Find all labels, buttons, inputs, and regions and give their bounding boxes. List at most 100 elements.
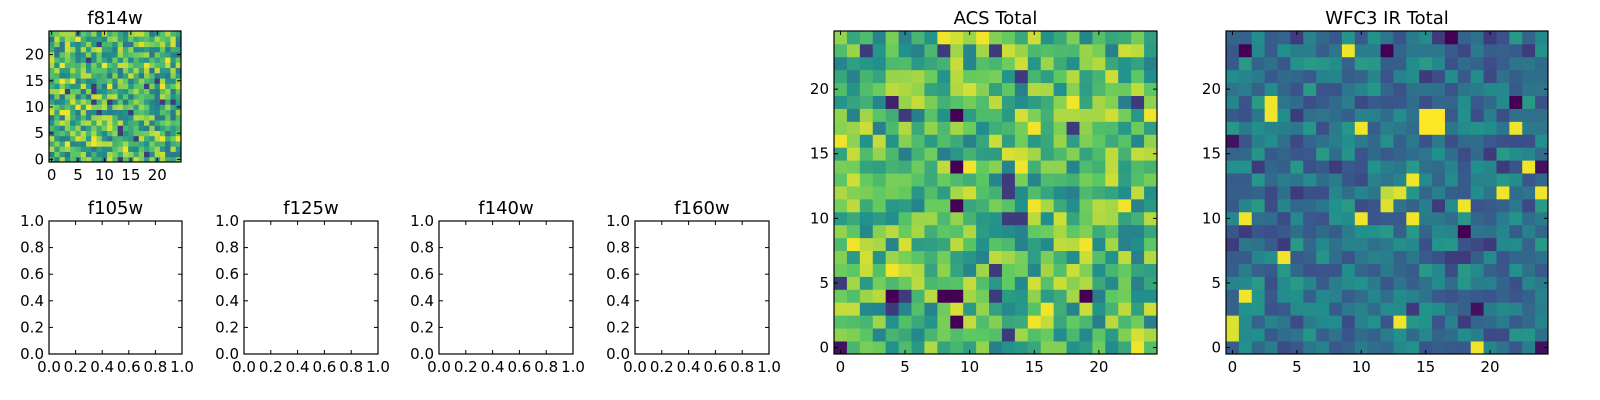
heatmap-cell bbox=[1419, 224, 1433, 239]
y-tick-label: 0 bbox=[819, 339, 829, 357]
heatmap-cell bbox=[1380, 173, 1394, 187]
heatmap-cell bbox=[54, 114, 60, 121]
f814w-axes-frame bbox=[48, 30, 182, 163]
heatmap-cell bbox=[1457, 250, 1472, 264]
heatmap-cell bbox=[1380, 69, 1394, 84]
heatmap-cell bbox=[1406, 95, 1420, 109]
heatmap-cell bbox=[91, 31, 97, 37]
heatmap-cell bbox=[1432, 224, 1446, 239]
heatmap-cell bbox=[898, 328, 912, 342]
heatmap-cell bbox=[165, 99, 171, 105]
heatmap-cell bbox=[101, 109, 108, 116]
heatmap-cell bbox=[1457, 95, 1472, 109]
heatmap-cell bbox=[91, 36, 97, 42]
heatmap-cell bbox=[1367, 69, 1381, 84]
x-tick-label: 20 bbox=[148, 166, 167, 184]
heatmap-cell bbox=[1251, 263, 1266, 277]
heatmap-cell bbox=[898, 31, 912, 45]
heatmap-cell bbox=[80, 46, 87, 53]
heatmap-cell bbox=[976, 95, 990, 109]
heatmap-cell bbox=[1290, 95, 1304, 109]
heatmap-cell bbox=[1509, 69, 1523, 84]
heatmap-cell bbox=[1079, 211, 1093, 226]
heatmap-cell bbox=[1444, 315, 1459, 329]
heatmap-cell bbox=[1509, 121, 1523, 135]
heatmap-cell bbox=[1092, 237, 1106, 252]
heatmap-cell bbox=[1092, 134, 1106, 148]
heatmap-cell bbox=[989, 250, 1003, 264]
heatmap-cell bbox=[1251, 69, 1266, 84]
heatmap-cell bbox=[872, 302, 887, 316]
heatmap-cell bbox=[1303, 160, 1317, 174]
heatmap-cell bbox=[54, 125, 60, 131]
heatmap-cell bbox=[898, 250, 912, 264]
heatmap-cell bbox=[1118, 108, 1132, 122]
heatmap-cell bbox=[1341, 69, 1356, 84]
heatmap-cell bbox=[1118, 328, 1132, 342]
heatmap-cell bbox=[1290, 186, 1304, 200]
heatmap-cell bbox=[96, 135, 103, 142]
y-tick-label: 5 bbox=[819, 274, 829, 292]
heatmap-cell bbox=[85, 46, 92, 53]
heatmap-cell bbox=[1264, 224, 1278, 239]
heatmap-cell bbox=[963, 276, 977, 290]
heatmap-cell bbox=[165, 31, 171, 37]
heatmap-cell bbox=[1419, 250, 1433, 264]
heatmap-cell bbox=[1303, 69, 1317, 84]
heatmap-cell bbox=[1522, 276, 1536, 290]
heatmap-cell bbox=[159, 83, 166, 90]
heatmap-cell bbox=[1444, 108, 1459, 122]
heatmap-cell bbox=[149, 151, 155, 158]
heatmap-cell bbox=[159, 135, 166, 142]
heatmap-cell bbox=[1329, 134, 1343, 148]
heatmap-cell bbox=[170, 31, 177, 37]
x-tick-label: 15 bbox=[1416, 358, 1435, 376]
heatmap-cell bbox=[1367, 276, 1381, 290]
heatmap-cell bbox=[138, 104, 145, 110]
heatmap-cell bbox=[1001, 134, 1016, 148]
heatmap-cell bbox=[1509, 315, 1523, 329]
heatmap-cell bbox=[1079, 250, 1093, 264]
heatmap-cell bbox=[1105, 69, 1119, 84]
heatmap-cell bbox=[1393, 341, 1407, 355]
heatmap-cell bbox=[1131, 250, 1145, 264]
heatmap-cell bbox=[1277, 237, 1291, 252]
heatmap-cell bbox=[1509, 43, 1523, 58]
heatmap-cell bbox=[989, 263, 1003, 277]
heatmap-cell bbox=[976, 134, 990, 148]
heatmap-cell bbox=[1329, 263, 1343, 277]
heatmap-cell bbox=[75, 151, 82, 158]
heatmap-cell bbox=[112, 93, 119, 100]
heatmap-cell bbox=[1432, 263, 1446, 277]
heatmap-cell bbox=[898, 82, 912, 96]
heatmap-cell bbox=[1303, 43, 1317, 58]
heatmap-cell bbox=[1105, 263, 1119, 277]
heatmap-cell bbox=[872, 82, 887, 96]
heatmap-cell bbox=[85, 120, 92, 126]
heatmap-cell bbox=[144, 36, 150, 42]
heatmap-cell bbox=[1535, 289, 1549, 303]
heatmap-cell bbox=[54, 67, 60, 74]
heatmap-cell bbox=[1483, 121, 1497, 135]
heatmap-cell bbox=[122, 36, 129, 42]
heatmap-cell bbox=[1354, 186, 1369, 200]
heatmap-cell bbox=[1144, 224, 1158, 239]
heatmap-cell bbox=[834, 82, 848, 96]
heatmap-cell bbox=[112, 141, 119, 147]
heatmap-cell bbox=[1040, 224, 1055, 239]
heatmap-cell bbox=[1118, 263, 1132, 277]
heatmap-cell bbox=[1522, 224, 1536, 239]
heatmap-cell bbox=[85, 67, 92, 74]
heatmap-cell bbox=[117, 46, 124, 53]
heatmap-cell bbox=[107, 41, 113, 48]
heatmap-cell bbox=[1522, 186, 1536, 200]
heatmap-cell bbox=[1367, 315, 1381, 329]
heatmap-cell bbox=[1144, 276, 1158, 290]
heatmap-cell bbox=[149, 83, 155, 90]
heatmap-cell bbox=[846, 302, 861, 316]
heatmap-cell bbox=[885, 134, 899, 148]
heatmap-cell bbox=[937, 147, 951, 161]
heatmap-cell bbox=[1027, 263, 1042, 277]
heatmap-cell bbox=[1264, 315, 1278, 329]
heatmap-cell bbox=[59, 114, 66, 121]
